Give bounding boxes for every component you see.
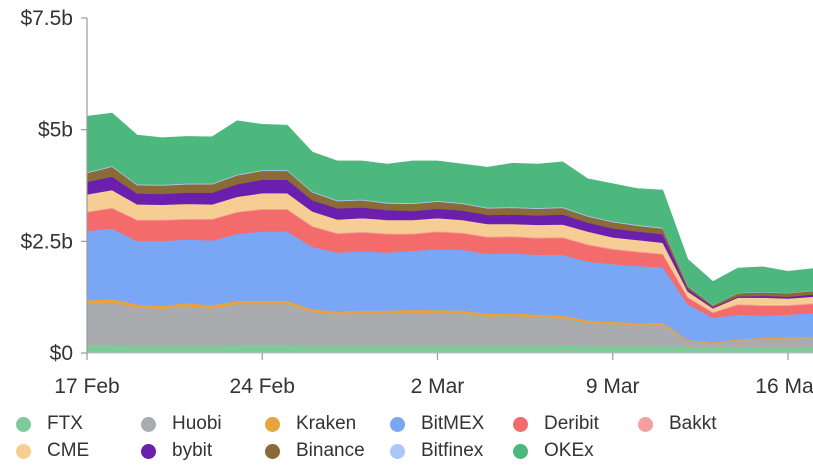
y-tick-label: $7.5b	[20, 7, 73, 30]
x-tick-label: 17 Feb	[54, 375, 119, 398]
legend-label: CME	[47, 440, 90, 461]
legend-item-bitfinex[interactable]: Bitfinex	[390, 439, 483, 463]
x-tick-label: 2 Mar	[411, 375, 465, 398]
y-tick-label: $5b	[38, 119, 73, 142]
x-tick-label: 24 Feb	[230, 375, 295, 398]
legend-swatch	[513, 443, 528, 459]
y-tick-label: $0	[50, 342, 73, 365]
legend-swatch	[16, 443, 31, 459]
x-tick-label: 16 Mar	[755, 375, 813, 398]
area-series-okex	[86, 112, 813, 306]
chart-legend: FTX Huobi Kraken BitMEX Deribit Bakkt CME bybit…	[0, 410, 813, 470]
ticks-layer: $0 $2.5b $5b $7.5b 17 Feb 24 Feb 2 Mar 9 Mar 16 …	[20, 7, 813, 398]
legend-label: Bitfinex	[421, 440, 484, 461]
legend-item-ftx[interactable]: FTX	[16, 412, 83, 436]
legend-swatch	[265, 443, 280, 459]
legend-label: bybit	[172, 440, 213, 461]
legend-swatch	[390, 443, 405, 459]
legend-item-deribit[interactable]: Deribit	[513, 412, 599, 436]
legend-swatch	[141, 416, 156, 432]
legend-swatch	[390, 416, 405, 432]
legend-label: Deribit	[544, 413, 599, 434]
legend-swatch	[141, 443, 156, 459]
y-tick-label: $2.5b	[20, 230, 73, 253]
legend-item-kraken[interactable]: Kraken	[265, 412, 356, 436]
legend-item-okex[interactable]: OKEx	[513, 439, 594, 463]
legend-item-binance[interactable]: Binance	[265, 439, 365, 463]
legend-label: FTX	[47, 413, 83, 434]
legend-swatch	[265, 416, 280, 432]
legend-label: Bakkt	[669, 413, 717, 434]
legend-swatch	[16, 416, 31, 432]
legend-label: Binance	[296, 440, 365, 461]
x-tick-label: 9 Mar	[586, 375, 640, 398]
legend-swatch	[638, 416, 653, 432]
legend-item-huobi[interactable]: Huobi	[141, 412, 222, 436]
legend-item-bybit[interactable]: bybit	[141, 439, 212, 463]
legend-item-bitmex[interactable]: BitMEX	[390, 412, 484, 436]
legend-label: OKEx	[544, 440, 594, 461]
legend-item-cme[interactable]: CME	[16, 439, 89, 463]
legend-swatch	[513, 416, 528, 432]
legend-label: Huobi	[172, 413, 222, 434]
legend-item-bakkt[interactable]: Bakkt	[638, 412, 717, 436]
areas-layer	[86, 112, 813, 354]
legend-label: BitMEX	[421, 413, 485, 434]
chart-plot: $0 $2.5b $5b $7.5b 17 Feb 24 Feb 2 Mar 9 Mar 16 …	[20, 7, 813, 398]
legend-label: Kraken	[296, 413, 357, 434]
axis-layer	[86, 18, 813, 354]
